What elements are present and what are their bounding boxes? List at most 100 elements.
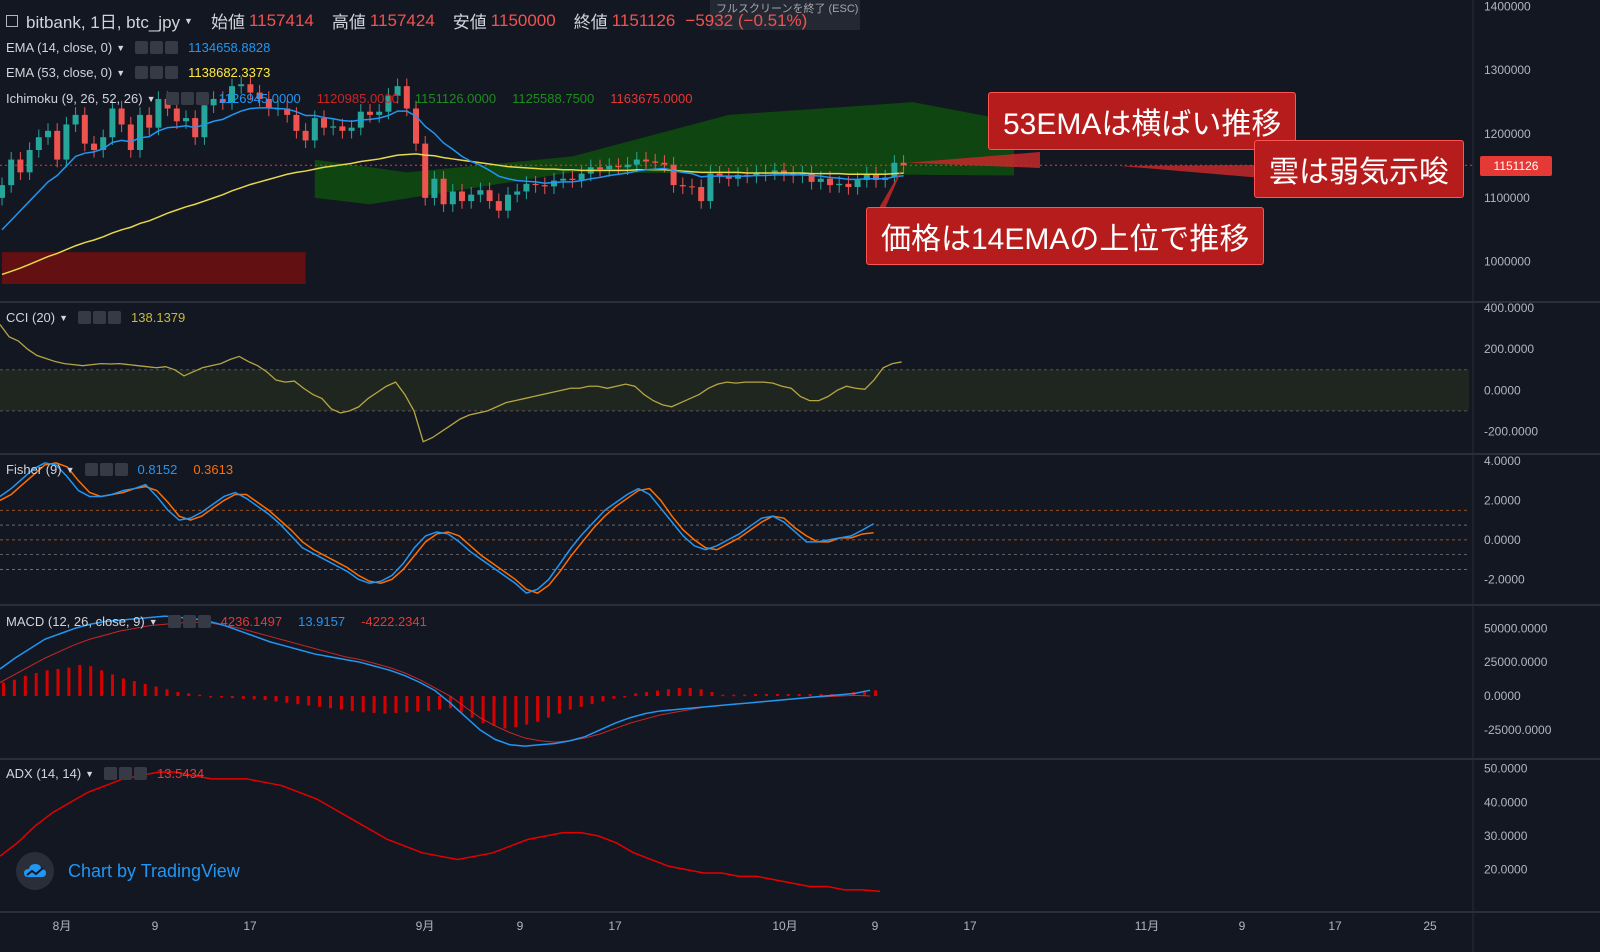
indicator-legend[interactable]: EMA (14, close, 0) ▼ 1134658.8828 <box>6 40 282 55</box>
candle-body <box>505 194 511 211</box>
indicator-label[interactable]: MACD (12, 26, close, 9) <box>6 614 145 629</box>
macd-histogram-bar <box>677 687 681 697</box>
y-tick-label: 1000000 <box>1484 255 1531 269</box>
gear-icon[interactable] <box>99 463 113 476</box>
chevron-down-icon[interactable]: ▼ <box>85 768 95 779</box>
candle-body <box>873 174 879 180</box>
macd-histogram-bar <box>350 696 354 711</box>
fullscreen-exit-text: フルスクリーンを終了 (ESC) <box>716 3 859 15</box>
close-icon[interactable] <box>165 66 179 79</box>
eye-icon[interactable] <box>104 767 118 780</box>
gear-icon[interactable] <box>119 767 133 780</box>
chevron-down-icon[interactable]: ▼ <box>146 93 156 104</box>
collapse-icon[interactable] <box>6 14 18 27</box>
macd-histogram-bar <box>143 683 147 697</box>
candle-body <box>836 183 843 186</box>
y-tick-label: 30.0000 <box>1484 829 1528 843</box>
callout-arrow <box>1120 165 1262 178</box>
indicator-value: 1151126.0000 <box>414 91 497 106</box>
indicator-legend[interactable]: EMA (53, close, 0) ▼ 1138682.3373 <box>6 65 282 80</box>
chevron-down-icon[interactable]: ▼ <box>116 42 126 53</box>
chevron-down-icon[interactable]: ▼ <box>59 312 69 323</box>
macd-histogram-bar <box>241 696 245 699</box>
indicator-label[interactable]: Ichimoku (9, 26, 52, 26) <box>6 91 143 106</box>
y-tick-label: 25000.0000 <box>1484 655 1548 669</box>
chevron-down-icon[interactable]: ▼ <box>65 464 75 475</box>
close-icon[interactable] <box>108 311 122 324</box>
y-tick-label: 0.0000 <box>1484 533 1521 547</box>
y-tick-label: 400.0000 <box>1484 301 1534 315</box>
x-tick-label: 9 <box>517 919 524 933</box>
gear-icon[interactable] <box>150 66 164 79</box>
candle-body <box>183 118 189 122</box>
ema53-line <box>1 153 904 276</box>
indicator-label[interactable]: Fisher (9) <box>6 462 62 477</box>
candle-body <box>91 143 97 150</box>
close-icon[interactable] <box>197 615 211 628</box>
indicator-legend[interactable]: Ichimoku (9, 26, 52, 26) ▼ 1126945.0000 112… <box>6 91 704 106</box>
close-icon[interactable] <box>195 92 209 105</box>
macd-histogram-bar <box>666 689 670 697</box>
indicator-label[interactable]: CCI (20) <box>6 310 56 325</box>
indicator-value: 1125588.7500 <box>512 91 595 106</box>
close-value: 1151126 <box>611 10 676 30</box>
candle-body <box>265 98 272 109</box>
candle-body <box>643 159 649 162</box>
chevron-down-icon[interactable]: ▼ <box>148 616 158 627</box>
eye-icon[interactable] <box>78 311 92 324</box>
close-icon[interactable] <box>114 463 128 476</box>
cci-band <box>0 369 1469 411</box>
chevron-down-icon[interactable]: ▼ <box>116 67 126 78</box>
ichimoku-cloud-bearish <box>2 252 306 285</box>
candle-body <box>127 124 134 150</box>
eye-icon[interactable] <box>135 41 149 54</box>
macd-histogram-bar <box>252 696 256 700</box>
eye-icon[interactable] <box>165 92 179 105</box>
macd-histogram-bar <box>361 696 365 713</box>
candle-body <box>210 98 217 106</box>
fullscreen-exit-hint[interactable]: フルスクリーンを終了 (ESC) <box>710 0 860 30</box>
candle-body <box>514 191 521 195</box>
candle-body <box>284 108 291 115</box>
macd-histogram-bar <box>754 694 758 697</box>
macd-histogram-bar <box>797 694 801 697</box>
y-tick-label: 0.0000 <box>1484 383 1521 397</box>
indicator-label[interactable]: EMA (53, close, 0) <box>6 65 113 80</box>
gear-icon[interactable] <box>182 615 196 628</box>
gear-icon[interactable] <box>180 92 194 105</box>
candle-body <box>523 183 530 192</box>
indicator-label[interactable]: EMA (14, close, 0) <box>6 40 113 55</box>
x-tick-label: 9 <box>1239 919 1246 933</box>
eye-icon[interactable] <box>167 615 181 628</box>
callout-ema53: 53EMAは横ばい推移 <box>988 92 1297 150</box>
indicator-legend[interactable]: Fisher (9) ▼ 0.8152 0.3613 <box>6 462 245 477</box>
macd-histogram-bar <box>470 696 474 718</box>
indicator-value: 4236.1497 <box>220 614 283 629</box>
gear-icon[interactable] <box>93 311 107 324</box>
candle-body <box>137 114 143 150</box>
macd-histogram-bar <box>612 696 616 699</box>
candle-body <box>81 114 88 144</box>
indicator-label[interactable]: ADX (14, 14) <box>6 766 82 781</box>
close-icon[interactable] <box>134 767 148 780</box>
gear-icon[interactable] <box>150 41 164 54</box>
indicator-value: 138.1379 <box>131 310 186 325</box>
tradingview-logo[interactable]: Chart by TradingView <box>16 852 240 890</box>
indicator-legend[interactable]: MACD (12, 26, close, 9) ▼ 4236.1497 13.9157… <box>6 614 439 629</box>
chevron-down-icon[interactable]: ▼ <box>184 15 193 26</box>
macd-histogram-bar <box>78 664 82 697</box>
eye-icon[interactable] <box>84 463 98 476</box>
fisher-line <box>0 462 874 594</box>
candle-body <box>569 178 576 180</box>
indicator-legend[interactable]: CCI (20) ▼ 138.1379 <box>6 310 197 325</box>
macd-histogram-bar <box>383 696 387 714</box>
macd-histogram-bar <box>394 696 398 713</box>
candle-body <box>367 111 373 115</box>
candle-body <box>551 180 557 187</box>
candle-body <box>413 108 419 144</box>
symbol-title[interactable]: bitbank, 1日, btc_jpy <box>26 13 181 32</box>
indicator-legend[interactable]: ADX (14, 14) ▼ 13.5434 <box>6 766 216 781</box>
close-icon[interactable] <box>165 41 179 54</box>
eye-icon[interactable] <box>135 66 149 79</box>
